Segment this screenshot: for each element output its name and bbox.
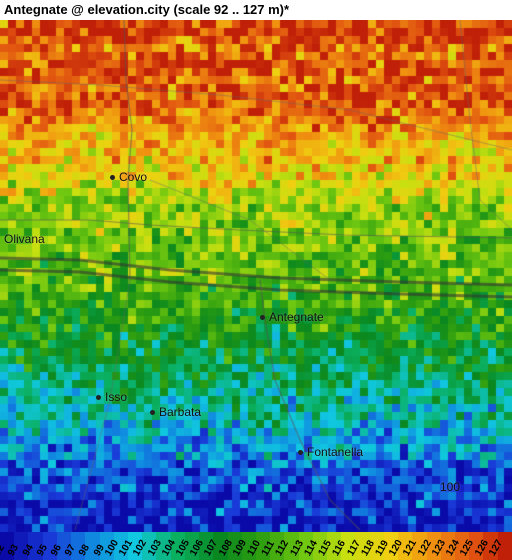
page-title: Antegnate @ elevation.city (scale 92 .. …: [0, 0, 512, 20]
scale-cell: 127: [498, 532, 512, 560]
elevation-map: CovoOlivanaAntegnateIssoBarbataFontanell…: [0, 20, 512, 532]
color-scale-bar: 9293949596979899100101102103104105106107…: [0, 532, 512, 560]
map-canvas: [0, 20, 512, 532]
